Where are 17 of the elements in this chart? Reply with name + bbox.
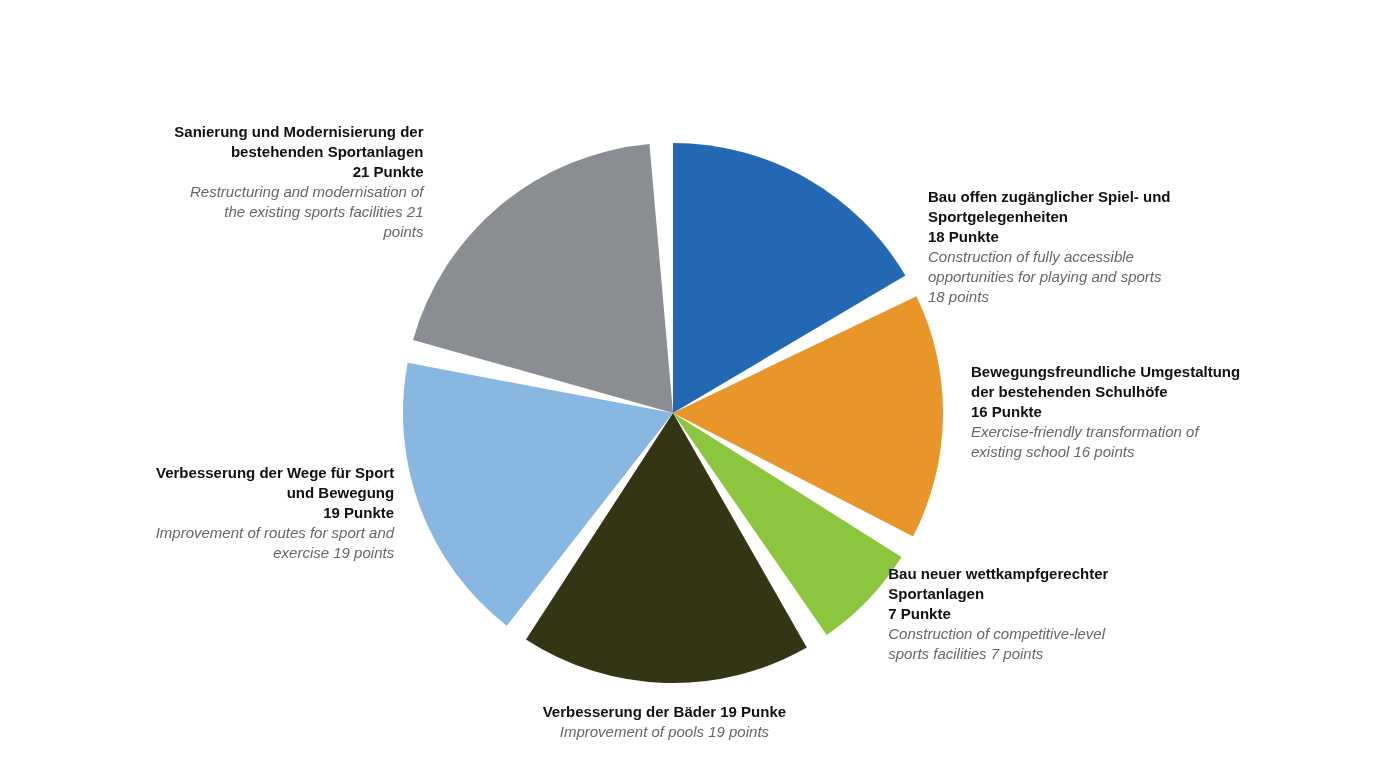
text: Improvement of routes for sport and exercise 19 points xyxy=(155,524,395,562)
data-label: 21 Punkte xyxy=(352,163,424,180)
text: Exercise-friendly transformation of existing school 16 points xyxy=(970,423,1201,461)
slice-label: Bau offen zugänglicher Spiel- und Sportgelegenheiten xyxy=(928,188,1171,226)
slice-label: Bewegungsfreundliche Umgestaltung der bestehenden Schulhöfe xyxy=(970,363,1241,401)
data-label: 7 Punkte xyxy=(888,605,951,623)
text: Construction of fully accessible opportunities for playing and sports 18 points xyxy=(928,248,1162,306)
data-label: 16 Punkte xyxy=(970,403,1042,421)
slice-label: Verbesserung der Bäder 19 Punke xyxy=(542,702,787,720)
text: Construction of competitive-level sports facilities 7 points xyxy=(888,625,1106,663)
text: Improvement of pools 19 points xyxy=(559,722,770,740)
slice-label: Bau neuer wettkampfgerechter Sportanlagen xyxy=(888,565,1109,603)
slice-label: Sanierung und Modernisierung der bestehenden Sportanlagen xyxy=(174,123,424,160)
data-label: 19 Punkte xyxy=(323,504,395,522)
text: Restructuring and modernisation of the existing sports facilities 21 points xyxy=(190,183,426,240)
data-label: 18 Punkte xyxy=(928,228,999,246)
slice-label: Verbesserung der Wege für Sport und Bewegung xyxy=(156,464,395,502)
